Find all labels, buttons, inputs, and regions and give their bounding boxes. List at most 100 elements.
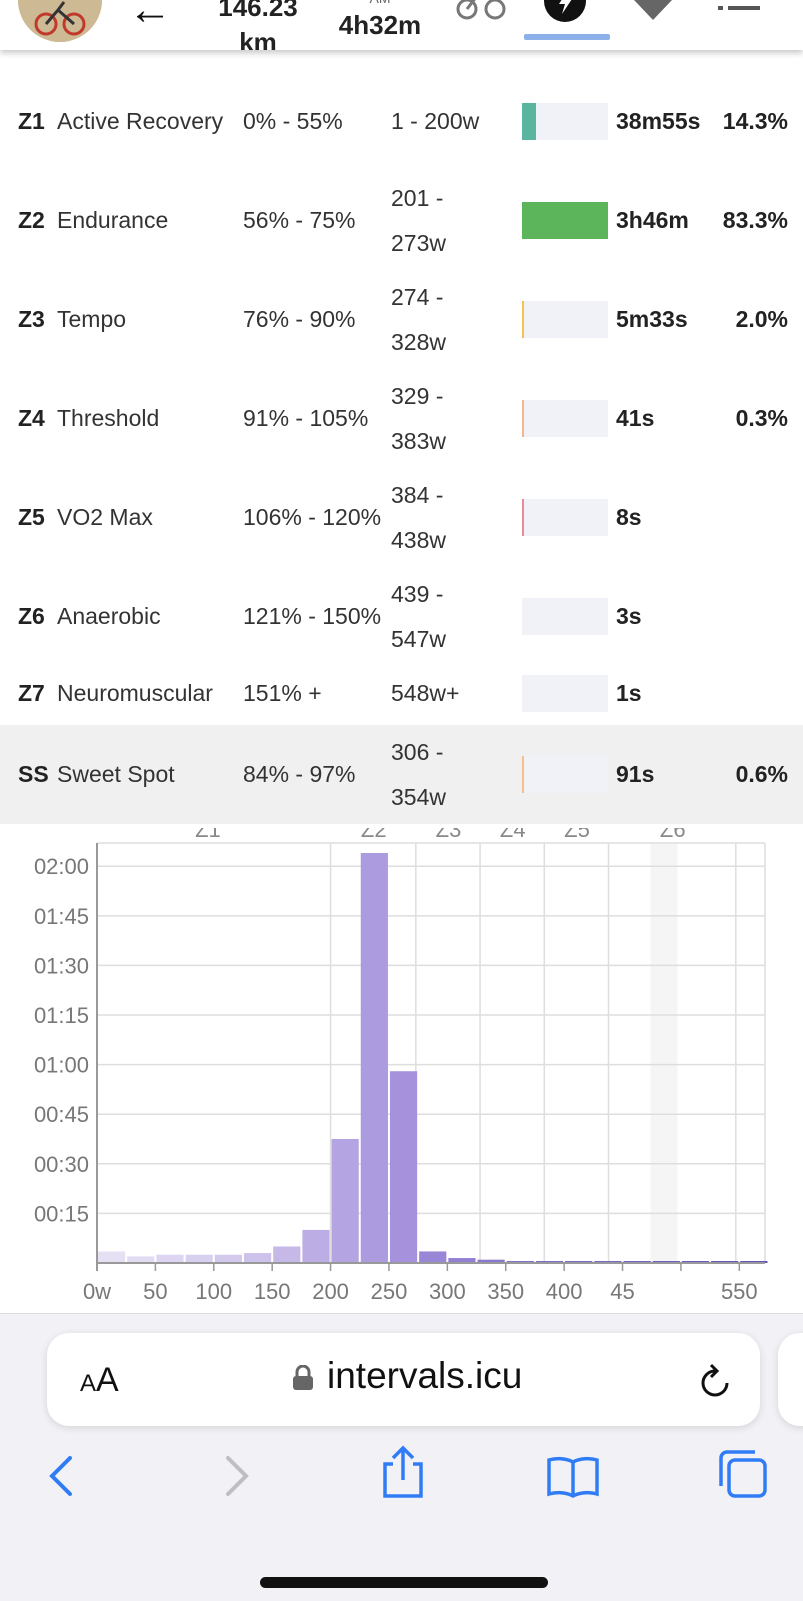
zone-time-bar xyxy=(522,72,608,171)
zone-percent-range: 76% - 90% xyxy=(243,306,356,332)
avatar[interactable] xyxy=(18,0,102,42)
cyclist-photo xyxy=(18,0,102,42)
home-indicator xyxy=(260,1577,548,1588)
x-tick-label: 0w xyxy=(83,1279,111,1304)
share-icon[interactable] xyxy=(381,1444,425,1505)
distance-stat: 146.23 km xyxy=(210,0,306,50)
zone-label: Z2 xyxy=(361,828,387,842)
sweet-spot-band xyxy=(650,843,678,1263)
zone-time: 91s xyxy=(616,761,655,787)
x-tick-label: 300 xyxy=(429,1279,466,1304)
zone-bar-fill xyxy=(522,202,608,239)
power-zones-table: Z1 Active Recovery 0% - 55% 1 - 200w 38m… xyxy=(0,72,803,824)
x-tick-label: 45 xyxy=(610,1279,634,1304)
power-histogram-svg: 02:00 01:45 01:30 01:15 01:00 00:45 00:30 00:15… xyxy=(34,817,768,1304)
zone-percent-range: 91% - 105% xyxy=(243,405,369,431)
time-label: AM xyxy=(325,0,435,10)
zone-row-sweet-spot: SS Sweet Spot 84% - 97% 306 - 354w 91s 0… xyxy=(0,725,803,824)
histogram-bar xyxy=(389,1071,418,1263)
back-arrow-icon[interactable]: ← xyxy=(128,0,172,34)
zone-time-bar xyxy=(522,468,608,567)
zone-name: Neuromuscular xyxy=(57,679,213,706)
zone-name: Sweet Spot xyxy=(57,761,175,787)
bookmarks-icon[interactable] xyxy=(546,1454,600,1503)
heart-icon[interactable] xyxy=(632,0,674,27)
zone-watt-range: 329 - 383w xyxy=(391,382,446,454)
zone-watt-range: 1 - 200w xyxy=(391,108,480,134)
zone-code: Z5 xyxy=(18,504,45,530)
y-tick-label: 01:15 xyxy=(34,1003,89,1028)
zone-time: 3s xyxy=(616,603,642,629)
zone-time-bar xyxy=(522,270,608,369)
zone-row-z3: Z3 Tempo 76% - 90% 274 - 328w 5m33s 2.0% xyxy=(0,270,803,369)
zone-code: Z6 xyxy=(18,603,45,629)
zone-share: 83.3% xyxy=(722,207,788,233)
address-bar[interactable]: AA intervals.icu xyxy=(47,1333,760,1426)
zone-watt-range: 548w+ xyxy=(391,679,460,706)
y-tick-label: 01:30 xyxy=(34,953,89,978)
histogram-bar xyxy=(127,1256,155,1263)
zone-name: Anaerobic xyxy=(57,603,161,629)
y-tick-label: 00:30 xyxy=(34,1152,89,1177)
x-tick-label: 550 xyxy=(721,1279,758,1304)
y-tick-label: 02:00 xyxy=(34,854,89,879)
zone-bar-fill xyxy=(522,499,524,536)
x-tick-label: 350 xyxy=(487,1279,524,1304)
zone-label: Z5 xyxy=(564,828,590,842)
lock-icon xyxy=(292,1364,314,1396)
histogram-bar xyxy=(448,1258,476,1263)
aa-small: A xyxy=(80,1370,97,1397)
zone-time-bar xyxy=(522,725,608,824)
x-tick-label: 250 xyxy=(371,1279,408,1304)
zone-percent-range: 84% - 97% xyxy=(243,761,356,787)
browser-forward-icon[interactable] xyxy=(222,1454,252,1503)
histogram-bar xyxy=(360,853,388,1263)
reader-text-size-button[interactable]: AA xyxy=(80,1361,119,1400)
histogram-bar xyxy=(331,1139,359,1263)
reload-icon[interactable] xyxy=(697,1361,733,1406)
time-value: 4h32m xyxy=(338,10,422,40)
zone-percent-range: 56% - 75% xyxy=(243,207,356,233)
zone-name: Tempo xyxy=(57,306,127,332)
aa-large: A xyxy=(96,1361,119,1399)
zone-row-z7: Z7 Neuromuscular 151% + 548w+ 1s xyxy=(0,666,803,720)
distance-unit: km xyxy=(239,27,277,50)
zone-time-bar xyxy=(522,666,608,720)
x-tick-label: 100 xyxy=(195,1279,232,1304)
distance-value: 146.23 xyxy=(218,0,298,22)
bike-icon[interactable] xyxy=(455,0,507,27)
power-bolt-icon xyxy=(544,0,586,22)
zone-time: 1s xyxy=(616,679,642,706)
tabs-icon[interactable] xyxy=(717,1448,769,1505)
histogram-bar xyxy=(273,1246,301,1263)
zone-percent-range: 151% + xyxy=(243,679,322,706)
zone-watt-range: 201 - 273w xyxy=(391,184,446,256)
zone-time: 8s xyxy=(616,504,642,530)
zone-bar-fill xyxy=(522,103,536,140)
histogram-bar xyxy=(156,1254,184,1263)
zone-label: Z6 xyxy=(660,828,686,842)
zone-row-z5: Z5 VO2 Max 106% - 120% 384 - 438w 8s xyxy=(0,468,803,567)
browser-back-icon[interactable] xyxy=(46,1454,76,1503)
histogram-bar xyxy=(477,1259,505,1263)
zone-share: 2.0% xyxy=(735,306,788,332)
zone-row-z2: Z2 Endurance 56% - 75% 201 - 273w 3h46m … xyxy=(0,171,803,270)
zone-row-z1: Z1 Active Recovery 0% - 55% 1 - 200w 38m… xyxy=(0,72,803,171)
x-tick-label: 50 xyxy=(143,1279,167,1304)
zone-code: SS xyxy=(18,761,49,787)
zone-watt-range: 439 - 547w xyxy=(391,580,446,652)
x-tick-label: 400 xyxy=(546,1279,583,1304)
zone-time-bar xyxy=(522,171,608,270)
next-tab-address-bar[interactable] xyxy=(778,1333,803,1426)
zone-bar-fill xyxy=(522,756,524,793)
zone-time: 5m33s xyxy=(616,306,688,332)
y-tick-label: 00:15 xyxy=(34,1201,89,1226)
browser-toolbar: AA intervals.icu xyxy=(0,1313,803,1601)
tab-power[interactable] xyxy=(522,0,610,42)
x-tick-label: 150 xyxy=(254,1279,291,1304)
zone-percent-range: 106% - 120% xyxy=(243,504,382,530)
zone-percent-range: 121% - 150% xyxy=(243,603,382,629)
zone-label: Z3 xyxy=(436,828,462,842)
zone-bar-fill xyxy=(522,400,524,437)
list-icon[interactable] xyxy=(718,0,760,19)
